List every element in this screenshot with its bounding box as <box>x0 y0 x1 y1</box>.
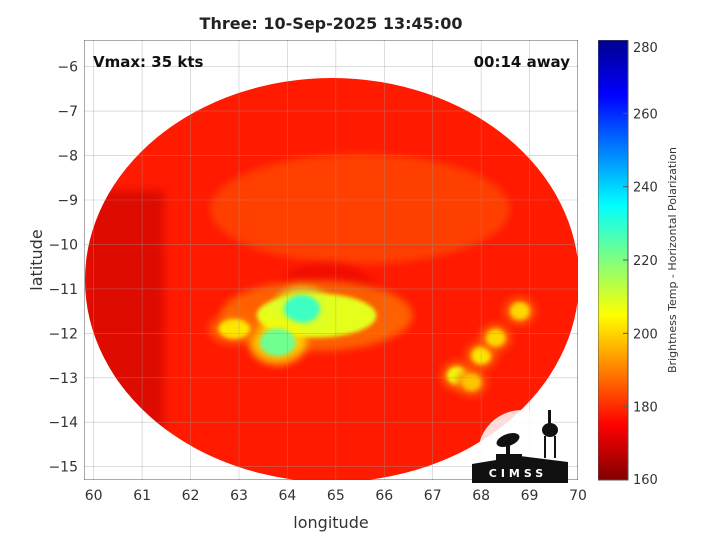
x-tick-label: 60 <box>85 488 103 504</box>
x-axis-label: longitude <box>293 513 368 532</box>
y-tick-label: −12 <box>48 326 78 342</box>
chart-title: Three: 10-Sep-2025 13:45:00 <box>199 14 463 33</box>
x-tick-label: 65 <box>327 488 345 504</box>
y-tick-label: −15 <box>48 460 78 476</box>
x-tick-label: 68 <box>472 488 490 504</box>
x-tick-label: 64 <box>278 488 296 504</box>
colorbar: 160 180 200 220 240 260 280 Brightness Temp - … <box>598 40 679 485</box>
x-tick-label: 62 <box>182 488 200 504</box>
x-tick-label: 66 <box>375 488 393 504</box>
x-tick-label: 70 <box>569 488 587 504</box>
y-tick-label: −14 <box>48 415 78 431</box>
colorbar-tick-label: 280 <box>633 41 658 56</box>
y-tick-label: −6 <box>57 60 78 76</box>
center-core-south <box>259 328 296 357</box>
y-tick-label: −10 <box>48 237 78 253</box>
logo-text: CIMSS <box>489 467 547 480</box>
west-spot <box>218 318 251 339</box>
y-tick-label: −13 <box>48 371 78 387</box>
vmax-label: Vmax: 35 kts <box>93 53 204 71</box>
swirl-band <box>210 153 511 264</box>
time-away-label: 00:14 away <box>473 53 570 71</box>
center-core-north <box>283 294 320 323</box>
colorbar-label: Brightness Temp - Horizontal Polarizatio… <box>666 147 679 373</box>
y-tick-label: −9 <box>57 193 78 209</box>
colorbar-tick-label: 180 <box>633 401 658 416</box>
east-spot-3 <box>485 328 506 347</box>
y-tick-label: −11 <box>48 282 78 298</box>
colorbar-tick-label: 220 <box>633 254 658 269</box>
colorbar-tick-label: 160 <box>633 473 658 485</box>
x-tick-label: 63 <box>230 488 248 504</box>
east-spot-4 <box>509 302 530 321</box>
colorbar-tick-label: 260 <box>633 107 658 122</box>
x-tick-label: 61 <box>133 488 151 504</box>
water-tower-icon <box>542 410 558 458</box>
x-tick-label: 69 <box>521 488 539 504</box>
cimss-logo: CIMSS <box>472 410 568 483</box>
y-tick-label: −8 <box>57 149 78 165</box>
y-axis-label: latitude <box>27 229 46 290</box>
x-tick-label: 67 <box>424 488 442 504</box>
east-spot-5 <box>461 373 482 392</box>
colorbar-tick-label: 200 <box>633 327 658 342</box>
y-tick-label: −7 <box>57 104 78 120</box>
colorbar-tick-label: 240 <box>633 181 658 196</box>
map-plot <box>84 40 578 480</box>
